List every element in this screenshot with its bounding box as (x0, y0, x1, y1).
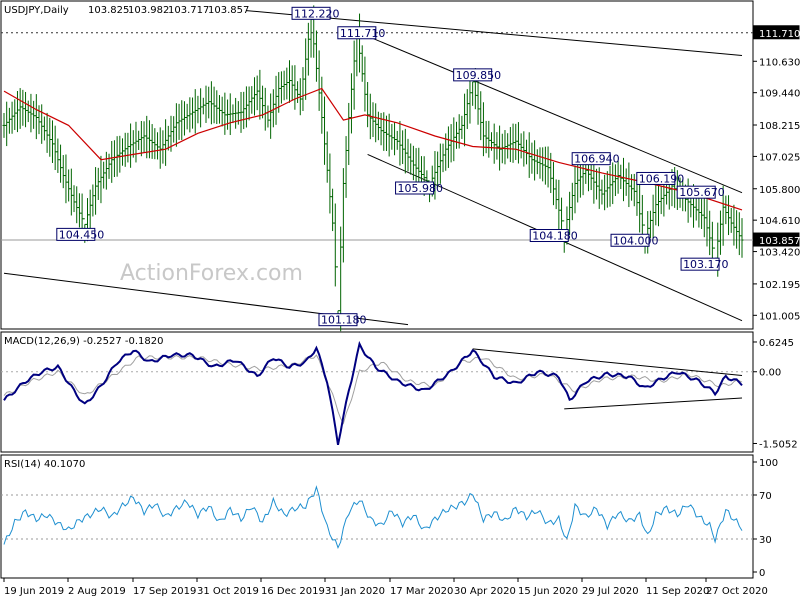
ohlc-open: 103.825 (88, 5, 129, 16)
price-annotation-label: 105.980 (398, 182, 444, 195)
price-annotation-box (636, 171, 676, 185)
price-axis-label: 102.195 (759, 280, 800, 291)
level-axis-badge-label: 111.710 (759, 29, 800, 40)
rsi-line (3, 485, 743, 550)
price-annotation: 101.180 (318, 313, 367, 327)
price-annotation: 106.940 (571, 152, 620, 166)
channel-line-2 (356, 31, 743, 194)
rsi-axis-label: 70 (759, 491, 772, 502)
price-annotation-label: 111.710 (340, 27, 386, 40)
rsi-axis-label: 30 (759, 535, 772, 546)
price-annotation-label: 101.180 (321, 314, 367, 327)
price-annotation-label: 112.220 (294, 7, 340, 20)
price-annotation-box (610, 233, 650, 247)
price-annotation-label: 104.180 (532, 230, 578, 243)
price-panel-frame (0, 0, 754, 330)
price-annotation-box (529, 229, 569, 243)
price-annotation: 104.000 (610, 233, 659, 247)
date-axis-label: 16 Dec 2019 (261, 586, 325, 597)
price-annotation: 104.180 (529, 229, 578, 243)
price-annotation-box (395, 181, 435, 195)
date-axis-label: 15 Jun 2020 (518, 586, 578, 597)
price-annotation-label: 104.450 (59, 228, 104, 241)
price-annotation: 112.220 (291, 6, 340, 20)
price-annotation-box (56, 227, 96, 241)
level-axis-badge (753, 25, 800, 40)
price-annotation-label: 109.850 (456, 69, 502, 82)
price-annotation: 105.980 (395, 181, 444, 195)
last-price-axis-badge-label: 103.857 (759, 236, 800, 247)
axis-layer: 110.630 109.440 108.215 107.025 105.800 104.6… (3, 25, 800, 597)
price-annotation-box (571, 152, 611, 166)
rsi-axis-label: 0 (759, 568, 765, 579)
price-axis-label: 103.420 (759, 248, 800, 259)
macd-signal-line (3, 354, 743, 425)
date-axis-label: 27 Oct 2020 (706, 586, 768, 597)
price-annotation: 105.670 (676, 185, 725, 199)
price-annotation: 104.450 (56, 227, 104, 241)
price-annotation: 106.190 (636, 171, 685, 185)
price-chart-title: USDJPY,Daily (4, 5, 69, 16)
price-annotation: 103.170 (680, 257, 729, 271)
date-axis-label: 11 Sep 2020 (646, 586, 709, 597)
price-annotation-box (318, 313, 358, 327)
price-layer (1, 5, 753, 332)
macd-axis-label: 0.00 (759, 368, 781, 379)
price-annotation-box (676, 185, 716, 199)
price-annotation-label: 106.190 (639, 172, 685, 185)
rsi-axis-label: 100 (759, 458, 778, 469)
price-annotation-label: 104.000 (613, 234, 659, 247)
ohlc-high: 103.982 (128, 5, 169, 16)
price-axis-label: 110.630 (759, 57, 800, 68)
watermark: ActionForex.com (120, 261, 303, 286)
price-axis-label: 105.800 (759, 185, 800, 196)
date-axis-label: 17 Sep 2019 (133, 586, 196, 597)
macd-trend-line-0 (472, 348, 743, 377)
date-axis-label: 31 Oct 2019 (197, 586, 259, 597)
price-axis-label: 109.440 (759, 89, 800, 100)
date-axis-label: 17 Mar 2020 (390, 586, 453, 597)
date-axis-label: 30 Apr 2020 (454, 586, 516, 597)
price-annotation-box (680, 257, 720, 271)
price-annotation: 109.850 (453, 68, 502, 82)
macd-axis-label: -1.5052 (759, 439, 798, 450)
macd-axis-label: 0.6245 (759, 338, 794, 349)
rsi-layer (1, 485, 753, 550)
date-axis-label: 29 Jul 2020 (582, 586, 639, 597)
macd-panel-frame (0, 331, 754, 453)
price-annotation-label: 106.940 (574, 153, 620, 166)
rsi-panel-frame (0, 454, 754, 579)
price-annotation-label: 103.170 (683, 258, 729, 271)
price-axis-label: 104.610 (759, 216, 800, 227)
price-axis-label: 101.005 (759, 311, 800, 322)
macd-layer (1, 340, 753, 446)
date-axis-label: 31 Jan 2020 (325, 586, 385, 597)
price-annotation-box (453, 68, 493, 82)
price-annotation-label: 105.670 (679, 186, 725, 199)
macd-line (3, 340, 743, 446)
ohlc-close: 103.857 (208, 5, 249, 16)
last-price-axis-badge (753, 232, 800, 247)
ohlc-low: 103.717 (168, 5, 209, 16)
rsi-title: RSI(14) 40.1070 (4, 459, 85, 470)
moving-average-line (3, 87, 743, 211)
price-annotation-box (337, 26, 377, 40)
date-axis-label: 2 Aug 2019 (68, 586, 126, 597)
date-axis-label: 19 Jun 2019 (4, 586, 64, 597)
price-annotation: 111.710 (337, 26, 386, 40)
price-axis-label: 108.215 (759, 121, 800, 132)
price-annotation-box (291, 6, 331, 20)
price-axis-label: 107.025 (759, 152, 800, 163)
macd-trend-line-1 (564, 397, 743, 410)
macd-title: MACD(12,26,9) -0.2527 -0.1820 (4, 336, 164, 347)
